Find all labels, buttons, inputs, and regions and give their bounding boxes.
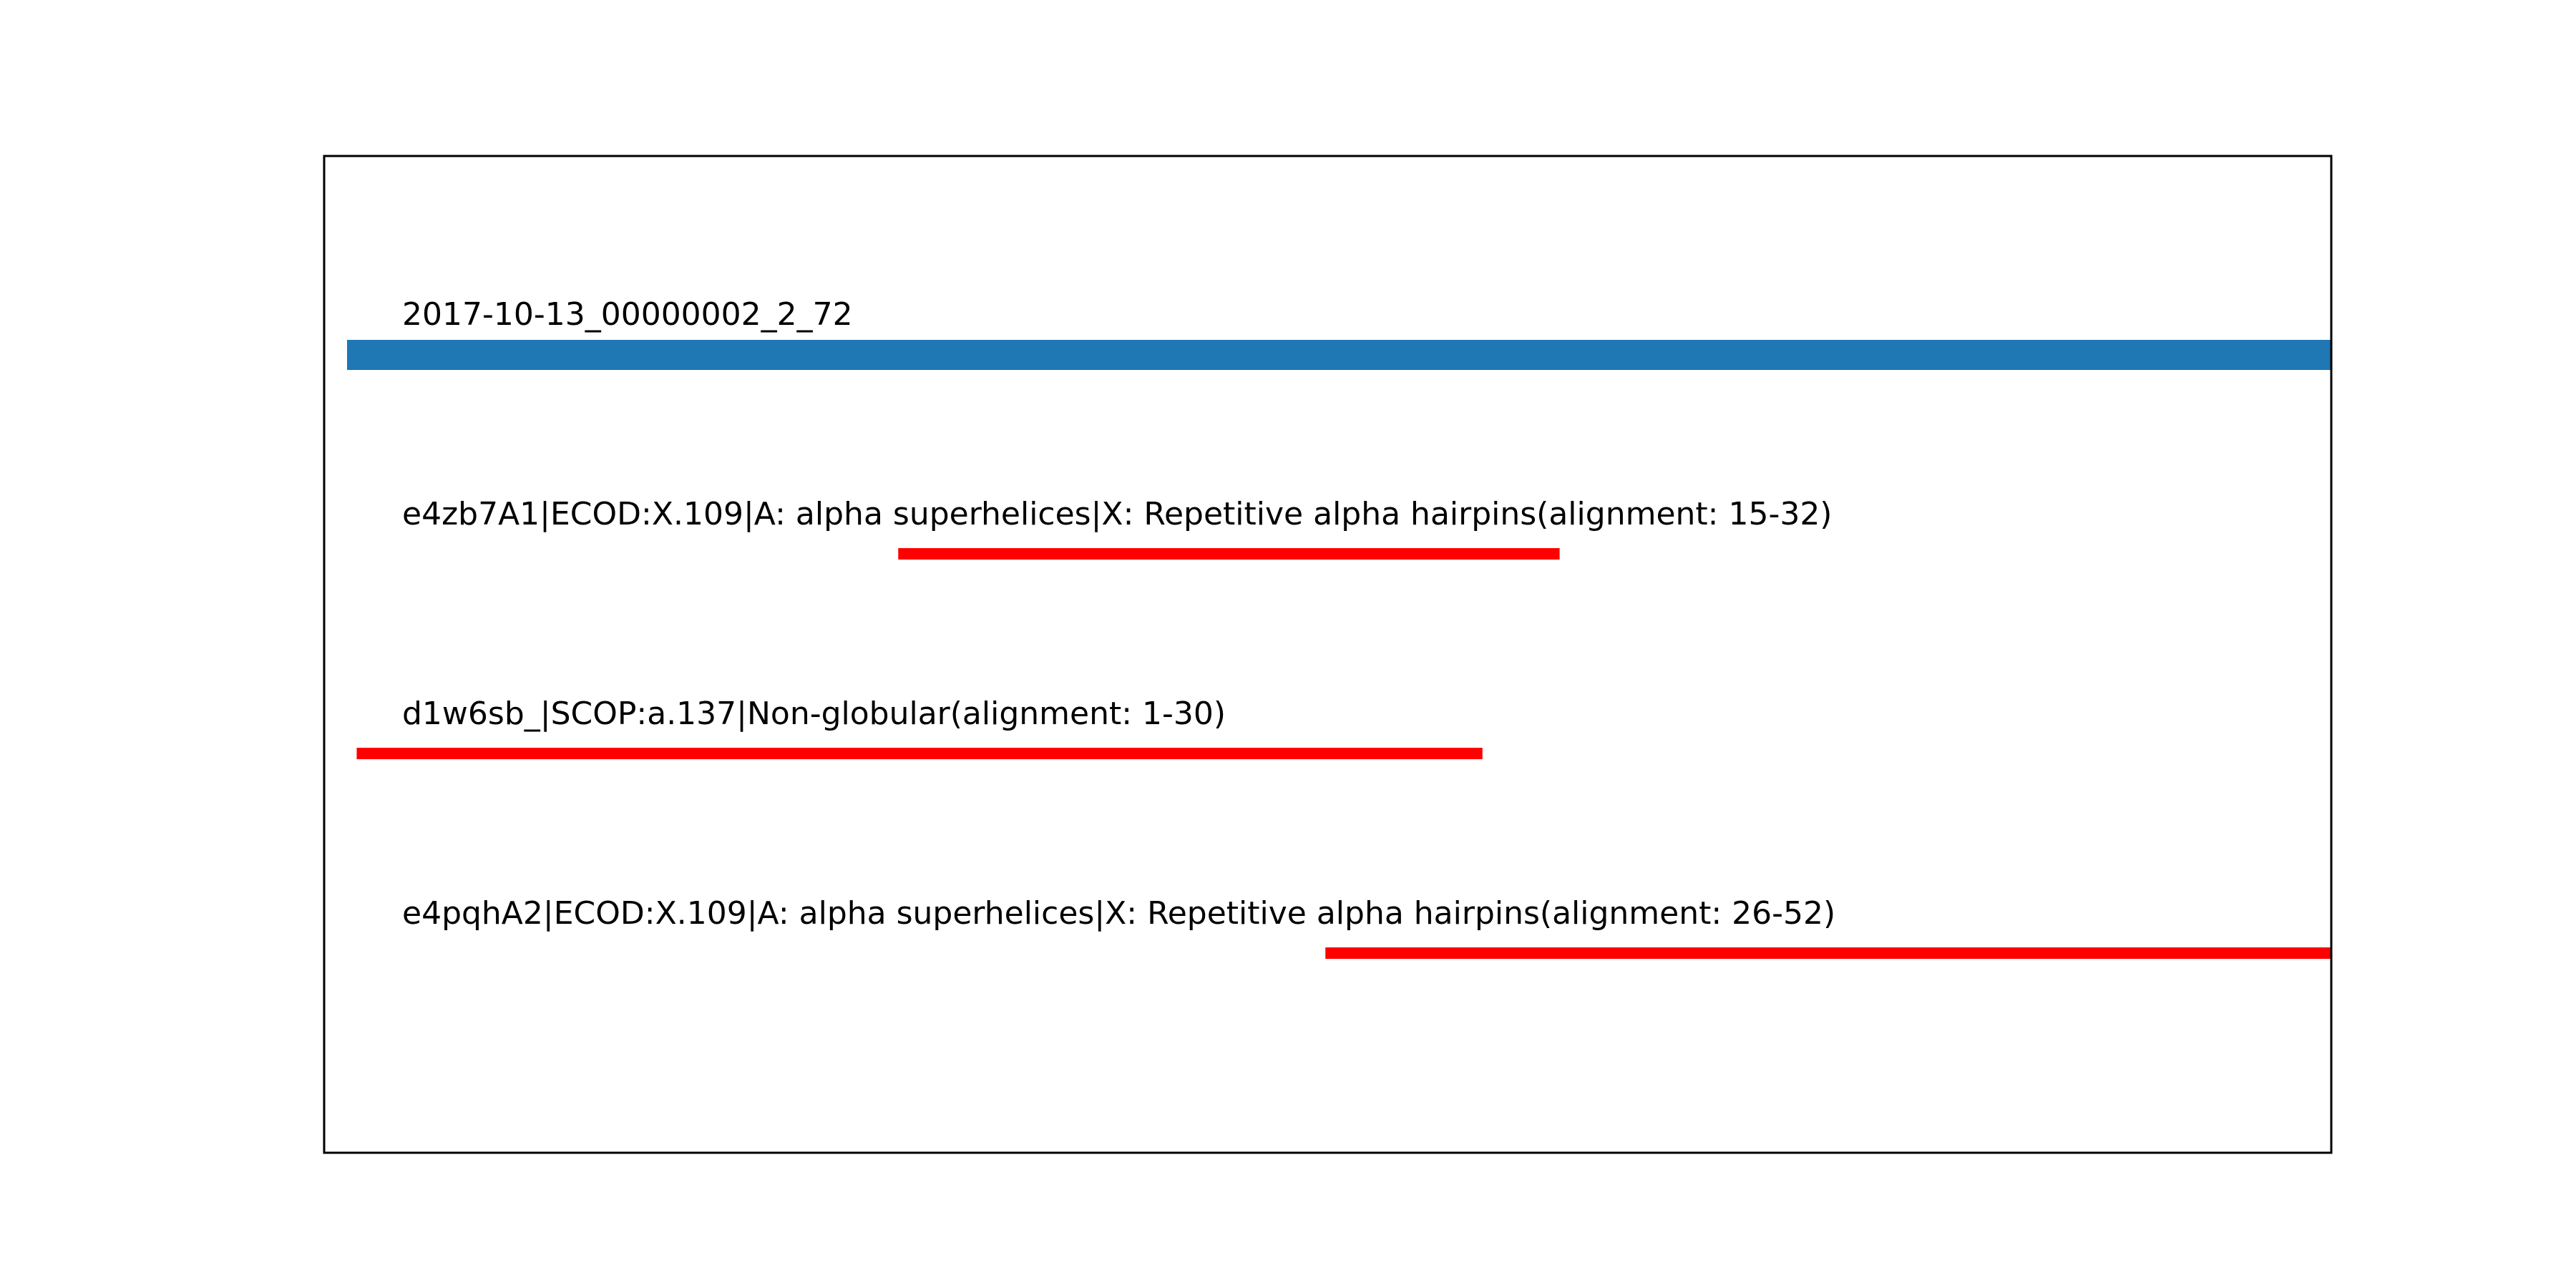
query-bar — [347, 340, 2331, 370]
alignment-tracks: 2017-10-13_00000002_2_72 e4zb7A1|ECOD:X.1… — [347, 296, 2331, 959]
plot-frame — [323, 155, 2333, 1154]
hit-bar-3 — [1325, 947, 2331, 959]
hit-bar-2 — [356, 748, 1483, 759]
query-label: 2017-10-13_00000002_2_72 — [402, 296, 853, 333]
hit-label-3: e4pqhA2|ECOD:X.109|A: alpha superhelices… — [402, 895, 1835, 932]
hit-label-2: d1w6sb_|SCOP:a.137|Non-globular(alignmen… — [402, 696, 1226, 732]
hit-bar-1 — [898, 548, 1560, 560]
hit-label-1: e4zb7A1|ECOD:X.109|A: alpha superhelices… — [402, 496, 1832, 532]
